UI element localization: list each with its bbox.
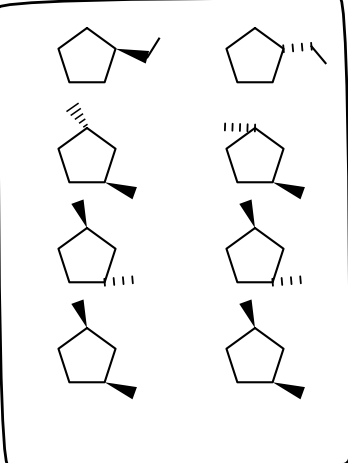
Polygon shape <box>239 300 255 328</box>
Polygon shape <box>239 200 255 228</box>
Polygon shape <box>105 182 137 200</box>
Polygon shape <box>105 382 137 399</box>
Polygon shape <box>71 200 87 228</box>
Polygon shape <box>71 300 87 328</box>
Polygon shape <box>116 49 149 63</box>
Polygon shape <box>272 182 305 200</box>
Polygon shape <box>272 382 305 399</box>
